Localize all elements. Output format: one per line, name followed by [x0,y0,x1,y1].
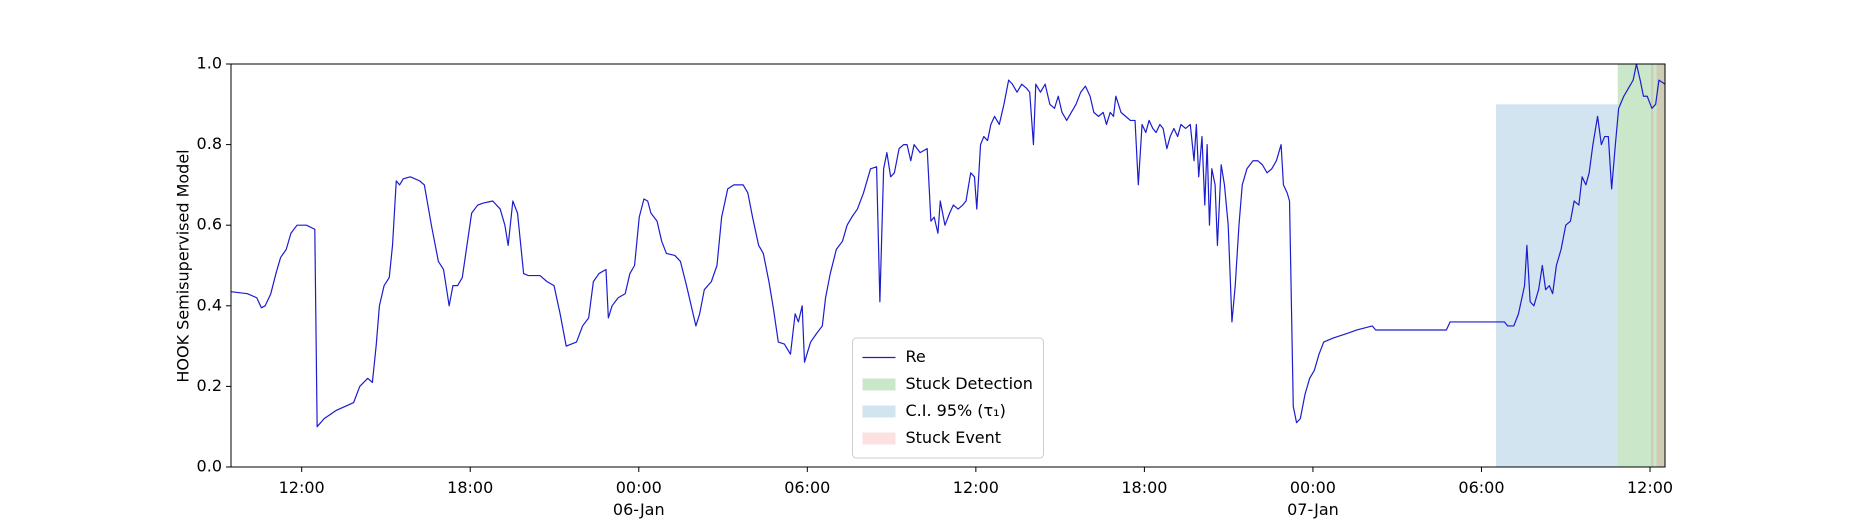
x-tick-label: 12:00 [279,478,325,497]
legend-swatch [862,432,896,445]
legend-label: Stuck Detection [906,374,1033,393]
x-tick-label-line: 12:00 [279,478,325,497]
axes-frame [230,63,1666,468]
x-tick-label-line: 07-Jan [1287,500,1339,519]
y-tick-label: 1.0 [197,54,222,73]
span [1656,64,1665,467]
x-tick-label: 06:00 [1458,478,1504,497]
x-tick-label-line: 18:00 [447,478,493,497]
x-tick-label: 00:00 06-Jan 1900 [613,478,665,525]
legend-swatch [862,378,896,391]
x-tick-label: 12:00 [1627,478,1673,497]
x-tick-label: 12:00 [953,478,999,497]
y-tick-label: 0.4 [197,295,222,314]
y-tick-label: 0.6 [197,215,222,234]
legend-label: Re [906,347,926,366]
span [1495,104,1618,468]
x-tick-label-line: 12:00 [953,478,999,497]
legend-box [852,337,1044,459]
legend-swatch [862,405,896,418]
x-tick-label: 00:00 07-Jan [1287,478,1339,519]
span [1650,64,1654,467]
x-tick-label-line: 1900 [618,522,659,525]
legend-label: Stuck Event [906,428,1002,447]
x-tick-label: 06:00 [784,478,830,497]
span [1617,64,1665,467]
x-tick-label-line: 00:00 [616,478,662,497]
y-tick-label: 0.0 [197,457,222,476]
x-tick-label: 18:00 [1121,478,1167,497]
legend-label: C.I. 95% (τ₁) [906,401,1006,420]
x-tick-label-line: 00:00 [1290,478,1336,497]
y-tick-label: 0.2 [197,376,222,395]
x-tick-label-line: 18:00 [1121,478,1167,497]
legend: Re Stuck Detection C.I. 95% (τ₁) Stuck Even… [852,337,1044,459]
x-tick-label-line: 06:00 [784,478,830,497]
x-tick-label-line: 12:00 [1627,478,1673,497]
x-tick-label-line: 06-Jan [613,500,665,519]
x-tick-label: 18:00 [447,478,493,497]
y-axis-label: HOOK Semisupervised Model [174,149,193,382]
y-tick-label: 0.8 [197,134,222,153]
line [230,63,1666,428]
x-tick-label-line: 06:00 [1458,478,1504,497]
